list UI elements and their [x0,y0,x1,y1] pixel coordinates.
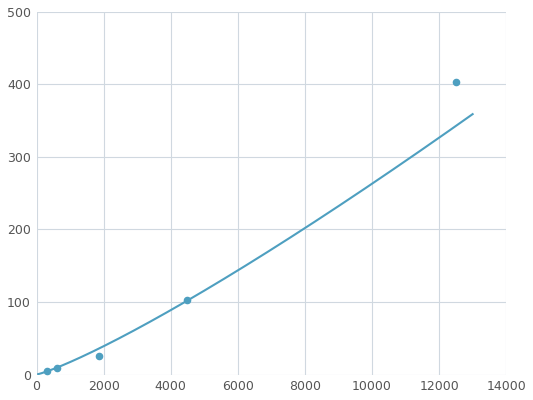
Point [183,297,192,303]
Point [95,352,103,359]
Point [451,79,460,86]
Point [52,365,61,371]
Point [42,368,51,374]
